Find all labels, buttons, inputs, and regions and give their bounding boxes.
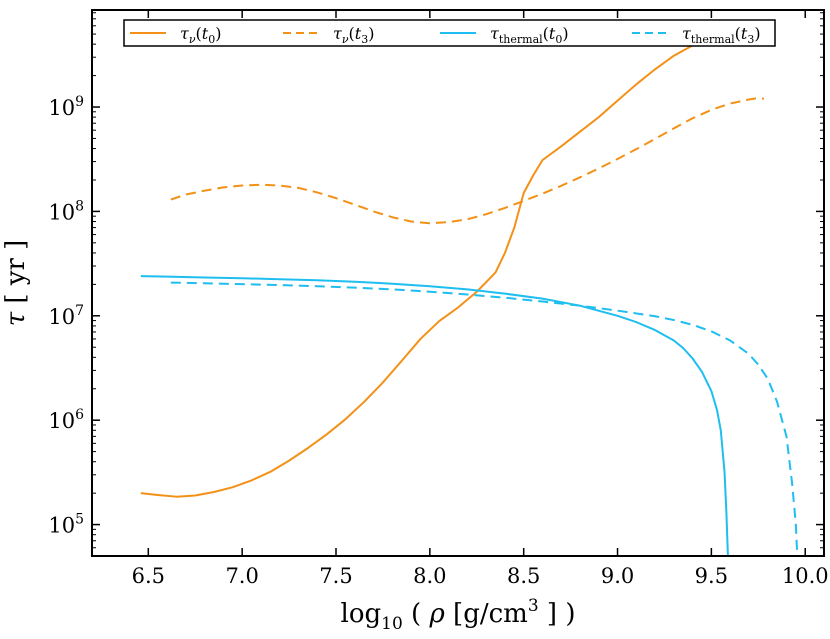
series-line-2 <box>140 275 729 556</box>
plot-background <box>92 10 824 556</box>
series-line-0 <box>140 37 721 498</box>
plot-frame <box>91 9 825 557</box>
x-tick-label: 8.5 <box>507 564 540 588</box>
legend-label: τthermal(t0) <box>490 24 569 46</box>
y-tick-label: 108 <box>48 198 84 224</box>
tick-layer: 6.5 7.0 7.5 8.0 8.5 9.0 9.5 10.0 105 106 107 108 109 <box>48 10 829 588</box>
x-tick-label: 7.5 <box>319 564 352 588</box>
y-tick-label: 105 <box>48 512 84 538</box>
y-tick-label: 109 <box>48 94 84 120</box>
legend-label: τν(t0) <box>180 24 221 46</box>
x-tick-label: 8.0 <box>413 564 446 588</box>
legend-box <box>123 19 776 47</box>
y-tick-label: 106 <box>48 407 84 433</box>
y-axis-label: τ [ yr ] <box>1 240 31 327</box>
series-layer <box>140 37 799 556</box>
y-tick-label: 107 <box>48 303 84 329</box>
x-tick-label: 7.0 <box>225 564 258 588</box>
x-axis-label: log10 ( ρ [g/cm3 ] ) <box>341 596 576 634</box>
legend-label: τthermal(t3) <box>682 24 761 46</box>
legend: τν(t0) τν(t3) τthermal(t0) τthermal(t3) <box>123 19 776 47</box>
x-tick-label: 6.5 <box>132 564 165 588</box>
series-line-3 <box>170 281 799 556</box>
x-tick-label: 9.0 <box>601 564 634 588</box>
series-line-1 <box>170 97 765 225</box>
x-tick-label: 10.0 <box>782 564 829 588</box>
x-tick-label: 9.5 <box>695 564 728 588</box>
legend-label: τν(t3) <box>333 24 374 46</box>
